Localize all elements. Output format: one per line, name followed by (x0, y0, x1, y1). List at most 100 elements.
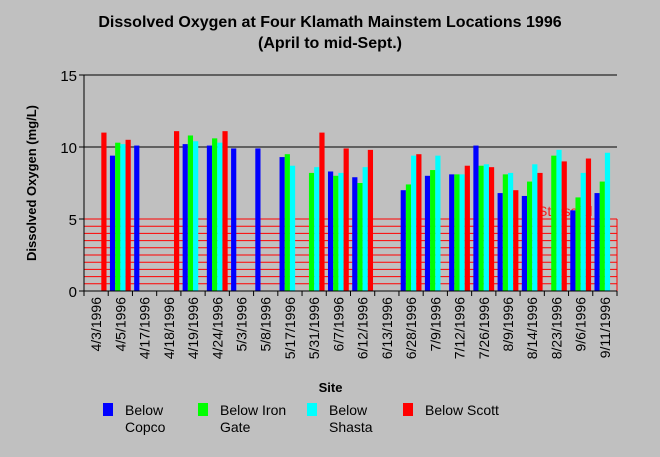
bar (182, 144, 188, 291)
bar (206, 145, 213, 291)
x-tick-label: 6/7/1996 (330, 297, 346, 352)
bar (231, 148, 237, 291)
chart-title: Dissolved Oxygen at Four Klamath Mainste… (98, 14, 562, 31)
x-tick-label: 4/17/1996 (137, 297, 153, 359)
bar (488, 167, 495, 291)
bar (327, 171, 334, 291)
bar (212, 138, 218, 291)
bar (193, 141, 199, 291)
x-tick-label: 4/3/1996 (88, 297, 104, 352)
x-axis-title: Site (319, 380, 343, 395)
x-tick-label: 7/12/1996 (452, 297, 468, 359)
x-tick-label: 8/14/1996 (524, 297, 540, 359)
x-tick-label: 6/13/1996 (379, 297, 395, 359)
bar (284, 154, 290, 291)
bar (255, 148, 261, 291)
bar (333, 175, 339, 291)
x-tick-label: 7/9/1996 (427, 297, 443, 352)
bar (338, 172, 344, 291)
bar (464, 165, 470, 291)
x-tick-label: 8/9/1996 (500, 297, 516, 352)
bar (343, 148, 349, 291)
bar (575, 197, 581, 291)
bar (319, 132, 325, 291)
bar (561, 161, 567, 291)
y-tick-label: 10 (60, 140, 77, 157)
bar (430, 170, 436, 291)
bar (454, 174, 460, 291)
bar (308, 172, 315, 291)
bar (507, 172, 514, 291)
bar (352, 177, 358, 291)
bar (580, 172, 586, 291)
x-tick-label: 6/12/1996 (355, 297, 371, 359)
bar (449, 174, 455, 291)
x-tick-label: 4/5/1996 (112, 297, 128, 352)
legend-label: Below Copco (125, 402, 166, 435)
bar (570, 210, 576, 291)
bar (537, 172, 543, 291)
legend-swatch (403, 403, 413, 416)
bar (357, 183, 363, 291)
bar (109, 155, 116, 291)
bar (289, 165, 296, 291)
bar (120, 144, 126, 291)
legend-swatch (198, 403, 208, 416)
x-tick-label: 8/23/1996 (548, 297, 564, 359)
bar (279, 157, 285, 291)
bar (405, 184, 412, 291)
chart-subtitle: (April to mid-Sept.) (258, 35, 402, 52)
bar (115, 142, 121, 291)
bar (134, 145, 140, 291)
bar (125, 139, 131, 291)
legend-swatch (307, 403, 317, 416)
bar (435, 155, 441, 291)
legend-label: Below Shasta (329, 402, 373, 435)
x-tick-label: 9/11/1996 (597, 297, 613, 358)
bar (604, 152, 611, 291)
bar (187, 135, 194, 291)
x-tick-label: 9/6/1996 (573, 297, 589, 352)
bar (594, 193, 600, 291)
bar (400, 190, 406, 291)
legend-label: Below Iron Gate (220, 402, 287, 435)
bar (551, 155, 557, 291)
x-tick-label: 6/28/1996 (403, 297, 419, 359)
bar (527, 181, 533, 291)
legend-label: Below Scott (425, 402, 499, 418)
bar (173, 131, 180, 291)
bar (367, 149, 374, 291)
x-tick-label: 5/17/1996 (282, 297, 298, 359)
x-tick-label: 5/3/1996 (233, 297, 249, 352)
x-tick-label: 4/19/1996 (185, 297, 201, 359)
bar (502, 174, 508, 291)
y-tick-label: 15 (60, 68, 77, 85)
bar (222, 131, 228, 291)
y-axis-title: Dissolved Oxygen (mg/L) (24, 105, 39, 261)
bar (217, 142, 223, 291)
x-tick-label: 5/31/1996 (306, 297, 322, 359)
x-tick-label: 4/18/1996 (161, 297, 177, 359)
bar (497, 193, 503, 291)
bar (411, 155, 417, 291)
bar (473, 145, 479, 291)
bar (532, 164, 538, 291)
legend-swatch (103, 403, 113, 416)
bar (478, 165, 484, 291)
x-tick-label: 5/8/1996 (258, 297, 274, 352)
bar (424, 175, 431, 291)
bar (314, 167, 320, 291)
bar (599, 181, 605, 291)
bar (513, 190, 519, 291)
bar (483, 164, 489, 291)
bar (521, 195, 528, 291)
bar (362, 167, 368, 291)
y-tick-label: 5 (69, 212, 77, 229)
bar (459, 174, 465, 291)
bar (556, 149, 562, 291)
x-tick-label: 7/26/1996 (476, 297, 492, 359)
bar (416, 154, 422, 291)
bar (585, 158, 592, 291)
y-tick-label: 0 (69, 284, 77, 301)
